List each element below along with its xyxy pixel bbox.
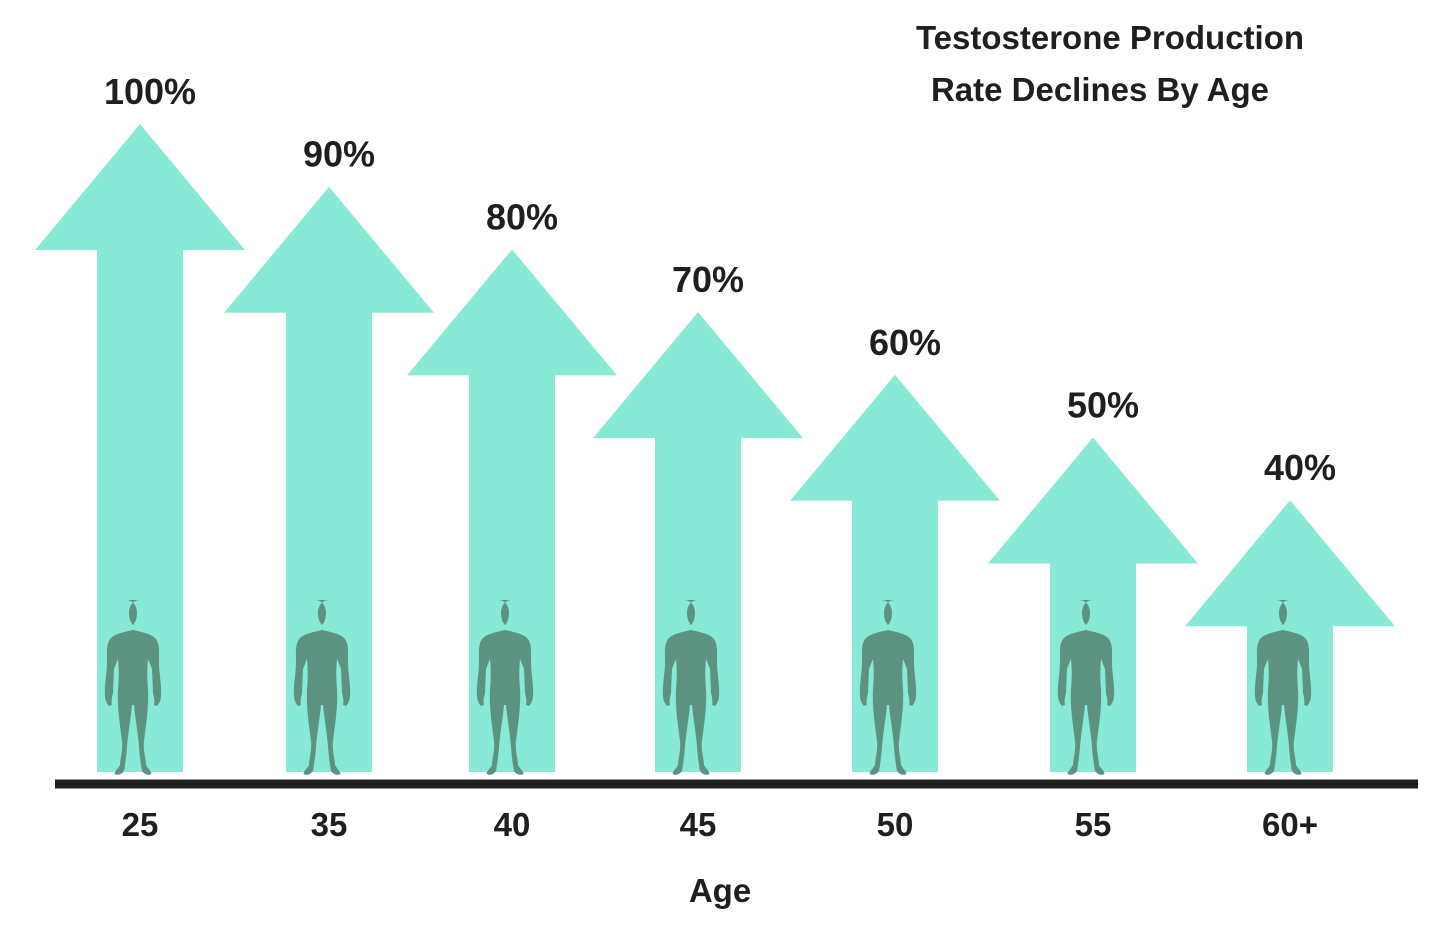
arrow-bar-50 xyxy=(790,374,1000,772)
x-tick-label: 50 xyxy=(877,806,914,843)
arrow-bar-55 xyxy=(988,437,1198,772)
data-label: 60% xyxy=(869,322,941,363)
arrow-bar-45 xyxy=(593,312,803,772)
x-tick-label: 40 xyxy=(494,806,531,843)
x-tick-label: 55 xyxy=(1075,806,1112,843)
x-tick-label: 45 xyxy=(680,806,717,843)
data-label: 70% xyxy=(672,259,744,300)
chart-title-line-2: Rate Declines By Age xyxy=(931,71,1269,108)
chart-title-line-1: Testosterone Production xyxy=(916,19,1304,56)
arrow-bar-40 xyxy=(407,249,617,772)
data-label: 50% xyxy=(1067,385,1139,426)
x-tick-label: 25 xyxy=(122,806,159,843)
x-tick-label: 60+ xyxy=(1262,806,1318,843)
data-label: 100% xyxy=(104,71,196,112)
data-label: 90% xyxy=(303,134,375,175)
x-tick-label: 35 xyxy=(311,806,348,843)
data-label: 40% xyxy=(1264,447,1336,488)
data-label: 80% xyxy=(486,196,558,237)
x-axis-label: Age xyxy=(689,872,751,909)
arrow-bar-25 xyxy=(35,124,245,772)
arrow-bar-35 xyxy=(224,186,434,772)
